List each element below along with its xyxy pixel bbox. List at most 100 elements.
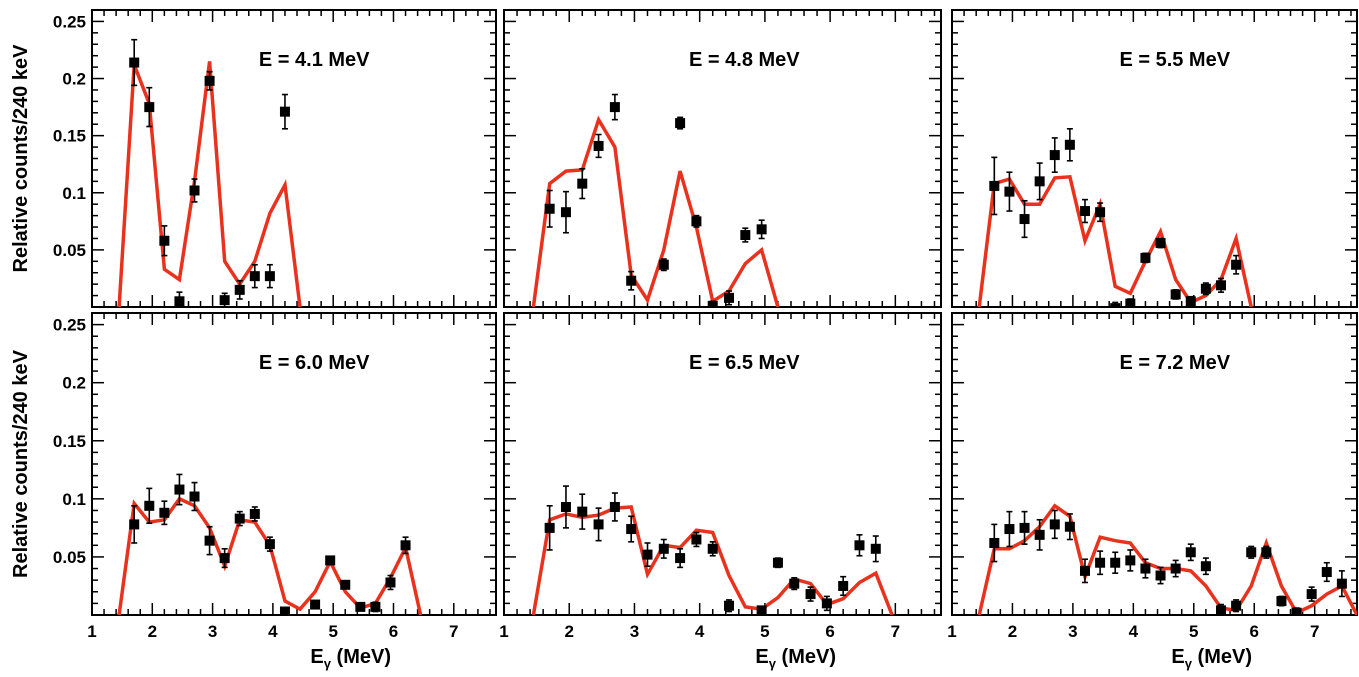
x-axis-title: Eγ (MeV) — [755, 646, 836, 671]
data-point — [189, 481, 200, 512]
data-point — [249, 506, 260, 522]
panel-data — [531, 485, 894, 615]
data-marker — [772, 557, 783, 568]
data-point — [593, 507, 604, 542]
data-marker — [129, 519, 140, 530]
y-tick-label: 0.1 — [62, 184, 86, 203]
y-tick-label: 0.15 — [53, 432, 86, 451]
data-point — [325, 555, 336, 566]
data-marker — [234, 284, 245, 295]
data-marker — [1019, 214, 1030, 225]
data-marker — [1200, 283, 1211, 294]
x-axis-title: Eγ (MeV) — [1171, 646, 1252, 671]
data-point — [593, 133, 604, 159]
data-marker — [355, 601, 366, 612]
data-marker — [264, 539, 275, 550]
data-marker — [756, 224, 767, 235]
data-point — [159, 500, 170, 526]
data-point — [249, 263, 260, 289]
data-marker — [577, 178, 588, 189]
data-point — [385, 574, 396, 591]
x-tick-label: 2 — [1008, 622, 1017, 641]
y-axis-title: Relative counts/240 keV — [10, 349, 32, 578]
data-marker — [626, 524, 637, 535]
data-point — [1125, 298, 1136, 307]
data-point — [821, 595, 832, 612]
data-marker — [159, 507, 170, 518]
data-marker — [1140, 563, 1151, 574]
data-point — [658, 538, 669, 559]
data-marker — [144, 500, 155, 511]
data-point — [805, 586, 816, 602]
data-marker — [1140, 252, 1151, 263]
data-point — [1110, 551, 1121, 574]
data-point — [1095, 202, 1106, 223]
data-marker — [234, 513, 245, 524]
data-point — [1170, 559, 1181, 578]
data-point — [854, 534, 865, 557]
data-marker — [189, 185, 200, 196]
data-point — [544, 505, 555, 551]
panel-title: E = 6.5 MeV — [689, 352, 800, 374]
data-marker — [370, 601, 381, 612]
data-marker — [1034, 529, 1045, 540]
data-point — [355, 601, 366, 612]
data-point — [1079, 198, 1090, 224]
data-point — [1004, 510, 1015, 548]
data-point — [1246, 545, 1257, 559]
data-point — [204, 525, 215, 556]
data-marker — [1155, 238, 1166, 249]
data-marker — [724, 600, 735, 611]
data-point — [1064, 513, 1075, 541]
data-marker — [1200, 561, 1211, 572]
data-point — [1215, 277, 1226, 293]
panel-data — [977, 128, 1253, 307]
data-point — [144, 86, 155, 128]
x-tick-label: 2 — [564, 622, 573, 641]
data-marker — [1079, 206, 1090, 217]
data-point — [279, 606, 290, 615]
data-marker — [1004, 186, 1015, 197]
y-tick-label: 0.25 — [53, 12, 86, 31]
y-tick-label: 0.2 — [62, 70, 86, 89]
x-tick-label: 3 — [208, 622, 217, 641]
panel-title: E = 4.1 MeV — [259, 49, 370, 71]
data-point — [989, 156, 1000, 216]
data-marker — [821, 598, 832, 609]
data-marker — [159, 235, 170, 246]
data-point — [1185, 295, 1196, 307]
data-point — [1049, 137, 1060, 174]
data-point — [1155, 566, 1166, 585]
data-point — [1200, 282, 1211, 296]
data-point — [789, 577, 800, 591]
data-marker — [1185, 296, 1196, 307]
x-tick-label: 5 — [760, 622, 769, 641]
x-axis-title-subscript: γ — [324, 656, 332, 671]
data-marker — [544, 203, 555, 214]
x-tick-label: 7 — [1310, 622, 1319, 641]
data-point — [1185, 543, 1196, 562]
data-point — [1215, 603, 1226, 615]
data-marker — [1321, 567, 1332, 578]
data-marker — [1336, 578, 1347, 589]
data-point — [234, 279, 245, 300]
x-tick-label: 4 — [1129, 622, 1139, 641]
x-tick-label: 5 — [328, 622, 337, 641]
data-point — [370, 601, 381, 613]
data-point — [756, 219, 767, 240]
y-tick-label: 0.05 — [53, 241, 86, 260]
data-marker — [593, 519, 604, 530]
data-marker — [1110, 557, 1121, 568]
data-marker — [658, 259, 669, 270]
data-point — [1110, 301, 1121, 307]
data-marker — [279, 106, 290, 117]
data-point — [560, 485, 571, 529]
data-point — [1261, 545, 1272, 559]
x-tick-label: 7 — [891, 622, 900, 641]
data-point — [1170, 289, 1181, 300]
x-tick-label: 1 — [499, 622, 508, 641]
data-marker — [1034, 176, 1045, 187]
data-point — [838, 575, 849, 597]
x-axis-title-subscript: γ — [769, 656, 777, 671]
